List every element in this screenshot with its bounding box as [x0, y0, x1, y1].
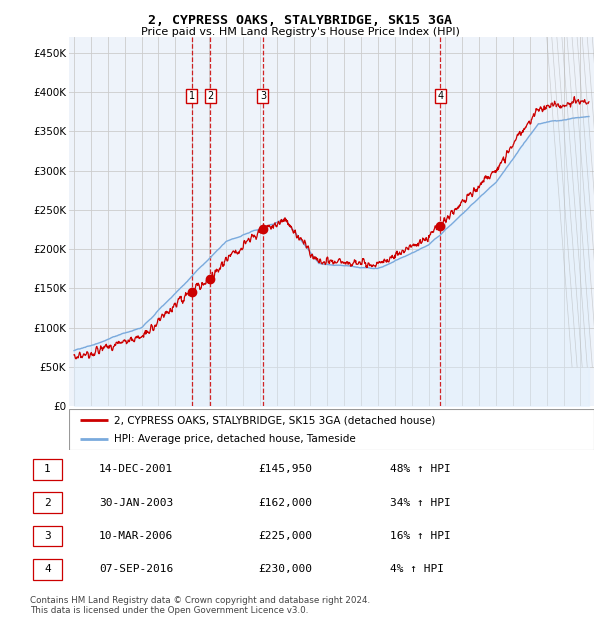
- Text: 16% ↑ HPI: 16% ↑ HPI: [390, 531, 451, 541]
- Text: 1: 1: [188, 91, 194, 101]
- Text: 2, CYPRESS OAKS, STALYBRIDGE, SK15 3GA: 2, CYPRESS OAKS, STALYBRIDGE, SK15 3GA: [148, 14, 452, 27]
- Text: 4: 4: [437, 91, 443, 101]
- Text: 4: 4: [44, 564, 51, 574]
- Text: 34% ↑ HPI: 34% ↑ HPI: [390, 498, 451, 508]
- Text: £225,000: £225,000: [258, 531, 312, 541]
- Text: 10-MAR-2006: 10-MAR-2006: [99, 531, 173, 541]
- Text: 14-DEC-2001: 14-DEC-2001: [99, 464, 173, 474]
- Text: 3: 3: [260, 91, 266, 101]
- Text: Contains HM Land Registry data © Crown copyright and database right 2024.: Contains HM Land Registry data © Crown c…: [30, 596, 370, 606]
- Text: 07-SEP-2016: 07-SEP-2016: [99, 564, 173, 574]
- Text: 1: 1: [44, 464, 51, 474]
- Text: 48% ↑ HPI: 48% ↑ HPI: [390, 464, 451, 474]
- Text: 2: 2: [208, 91, 214, 101]
- Text: 3: 3: [44, 531, 51, 541]
- Text: 2: 2: [44, 498, 51, 508]
- Text: Price paid vs. HM Land Registry's House Price Index (HPI): Price paid vs. HM Land Registry's House …: [140, 27, 460, 37]
- Text: HPI: Average price, detached house, Tameside: HPI: Average price, detached house, Tame…: [113, 433, 355, 444]
- Text: £162,000: £162,000: [258, 498, 312, 508]
- Text: £145,950: £145,950: [258, 464, 312, 474]
- Text: 30-JAN-2003: 30-JAN-2003: [99, 498, 173, 508]
- Text: 4% ↑ HPI: 4% ↑ HPI: [390, 564, 444, 574]
- Text: This data is licensed under the Open Government Licence v3.0.: This data is licensed under the Open Gov…: [30, 606, 308, 616]
- Text: 2, CYPRESS OAKS, STALYBRIDGE, SK15 3GA (detached house): 2, CYPRESS OAKS, STALYBRIDGE, SK15 3GA (…: [113, 415, 435, 425]
- Text: £230,000: £230,000: [258, 564, 312, 574]
